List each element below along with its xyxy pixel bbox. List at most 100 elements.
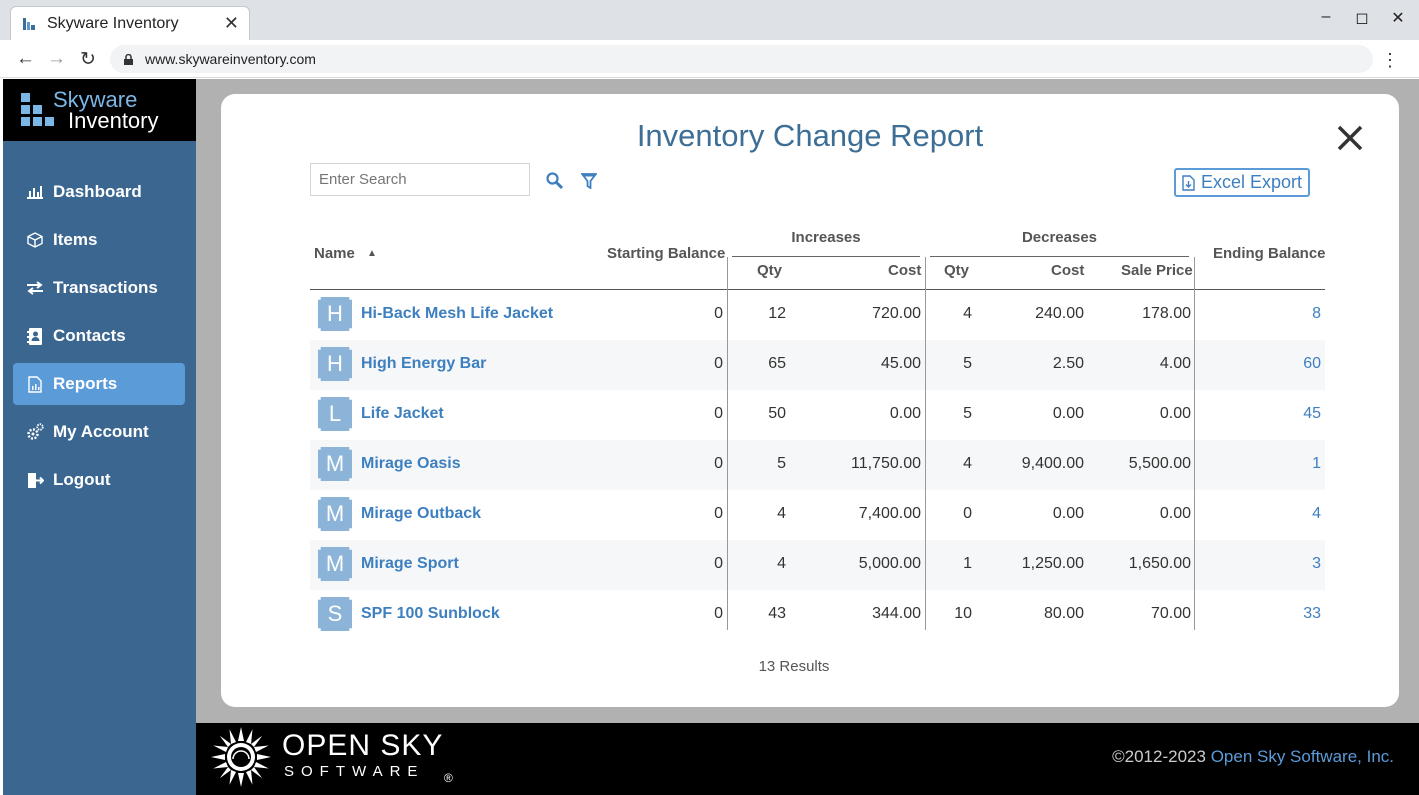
sidebar-item-logout[interactable]: Logout <box>13 459 185 501</box>
registered-mark: ® <box>444 771 453 785</box>
item-avatar: M <box>318 547 352 581</box>
ending-balance-link[interactable]: 1 <box>1312 455 1321 472</box>
excel-export-label: Excel Export <box>1200 172 1303 192</box>
decrease-cost-cell: 240.00 <box>1035 305 1084 322</box>
decrease-qty-cell: 1 <box>963 555 972 572</box>
sidebar-item-transactions[interactable]: Transactions <box>13 267 185 309</box>
kebab-menu-icon[interactable]: ⋮ <box>1381 50 1399 70</box>
sidebar-item-label: Reports <box>53 374 118 393</box>
table-row[interactable]: S SPF 100 Sunblock 0 43 344.00 10 80.00 … <box>310 590 1325 640</box>
decrease-qty-cell: 0 <box>963 505 972 522</box>
sale-price-cell: 1,650.00 <box>1128 555 1191 572</box>
column-header-decrease-cost[interactable]: Cost <box>1051 262 1085 279</box>
table-row[interactable]: M Mirage Sport 0 4 5,000.00 1 1,250.00 1… <box>310 540 1325 590</box>
footer-brand-line2: SOFTWARE <box>284 763 425 780</box>
ending-balance-link[interactable]: 60 <box>1303 355 1321 372</box>
report-icon <box>25 375 45 393</box>
table-row[interactable]: H Hi-Back Mesh Life Jacket 0 12 720.00 4… <box>310 290 1325 340</box>
ending-balance-link[interactable]: 8 <box>1312 305 1321 322</box>
minimize-icon[interactable]: – <box>1321 8 1331 25</box>
decrease-qty-cell: 5 <box>963 405 972 422</box>
footer: OPEN SKY SOFTWARE ® ©2012-2023 Open Sky … <box>196 723 1419 795</box>
sidebar-item-dashboard[interactable]: Dashboard <box>13 171 185 213</box>
table-row[interactable]: M Mirage Outback 0 4 7,400.00 0 0.00 0.0… <box>310 490 1325 540</box>
item-avatar: M <box>318 497 352 531</box>
url-bar[interactable]: www.skywareinventory.com <box>110 45 1373 73</box>
sidebar-item-my-account[interactable]: My Account <box>13 411 185 453</box>
reload-icon[interactable]: ↻ <box>80 49 96 70</box>
sidebar-item-label: Contacts <box>53 326 126 345</box>
decrease-qty-cell: 4 <box>963 305 972 322</box>
copyright: ©2012-2023 Open Sky Software, Inc. <box>1112 747 1394 767</box>
back-arrow-icon[interactable]: ← <box>16 48 35 69</box>
sort-ascending-icon[interactable]: ▲ <box>367 248 377 259</box>
sale-price-cell: 70.00 <box>1150 605 1191 622</box>
decrease-cost-cell: 0.00 <box>1052 405 1084 422</box>
item-name-link[interactable]: Mirage Outback <box>361 505 482 522</box>
item-name-link[interactable]: Mirage Oasis <box>361 455 461 472</box>
close-icon[interactable] <box>1336 124 1364 152</box>
table-row[interactable]: H High Energy Bar 0 65 45.00 5 2.50 4.00… <box>310 340 1325 390</box>
column-header-sale-price[interactable]: Sale Price <box>1121 262 1193 279</box>
company-link[interactable]: Open Sky Software, Inc. <box>1210 747 1394 766</box>
logout-icon <box>25 472 45 489</box>
table-row[interactable]: L Life Jacket 0 50 0.00 5 0.00 0.00 45 <box>310 390 1325 440</box>
increases-group-divider <box>732 256 920 257</box>
results-count: 13 Results <box>758 658 830 675</box>
item-name-link[interactable]: Hi-Back Mesh Life Jacket <box>361 305 554 322</box>
column-header-ending-balance[interactable]: Ending Balance <box>1213 245 1326 262</box>
item-name-link[interactable]: SPF 100 Sunblock <box>361 605 500 622</box>
column-header-decrease-qty[interactable]: Qty <box>944 262 970 279</box>
copyright-years: ©2012-2023 <box>1112 747 1206 766</box>
starting-balance-cell: 0 <box>714 405 723 422</box>
browser-tab-strip: Skyware Inventory ✕ – ◻ ✕ <box>0 0 1419 40</box>
item-name-link[interactable]: Life Jacket <box>361 405 444 422</box>
column-header-starting-balance[interactable]: Starting Balance <box>607 245 726 262</box>
sidebar-item-items[interactable]: Items <box>13 219 185 261</box>
item-avatar: H <box>318 347 352 381</box>
window-controls: – ◻ ✕ <box>1319 8 1405 28</box>
sidebar-item-label: Logout <box>53 470 111 489</box>
tab-close-icon[interactable]: ✕ <box>223 13 239 33</box>
bar-chart-icon <box>25 185 45 199</box>
search-icon[interactable] <box>546 172 563 189</box>
window-close-icon[interactable]: ✕ <box>1391 10 1405 27</box>
cube-icon <box>25 232 45 248</box>
sidebar-item-contacts[interactable]: Contacts <box>13 315 185 357</box>
ending-balance-link[interactable]: 33 <box>1303 605 1321 622</box>
lock-icon <box>124 53 133 65</box>
app-logo[interactable]: Skyware Inventory <box>3 79 196 141</box>
column-header-increase-cost[interactable]: Cost <box>888 262 922 279</box>
item-avatar: S <box>318 597 352 631</box>
ending-balance-link[interactable]: 45 <box>1303 405 1321 422</box>
starting-balance-cell: 0 <box>714 605 723 622</box>
item-name-link[interactable]: Mirage Sport <box>361 555 459 572</box>
item-name-link[interactable]: High Energy Bar <box>361 355 487 372</box>
starting-balance-cell: 0 <box>714 455 723 472</box>
sidebar-item-label: Transactions <box>53 278 158 297</box>
sidebar-item-label: My Account <box>53 422 149 441</box>
search-input[interactable] <box>310 163 530 196</box>
increase-qty-cell: 4 <box>777 505 786 522</box>
logo-text-skyware: Skyware <box>53 87 138 112</box>
item-avatar: L <box>318 397 352 431</box>
sale-price-cell: 0.00 <box>1159 505 1191 522</box>
filter-icon[interactable] <box>581 173 597 189</box>
table-row[interactable]: M Mirage Oasis 0 5 11,750.00 4 9,400.00 … <box>310 440 1325 490</box>
sidebar-item-reports[interactable]: Reports <box>13 363 185 405</box>
swap-arrows-icon <box>25 281 45 295</box>
maximize-icon[interactable]: ◻ <box>1355 10 1369 27</box>
ending-balance-link[interactable]: 4 <box>1312 505 1321 522</box>
decrease-cost-cell: 2.50 <box>1052 355 1084 372</box>
column-header-increase-qty[interactable]: Qty <box>757 262 783 279</box>
increase-qty-cell: 65 <box>768 355 786 372</box>
increase-cost-cell: 7,400.00 <box>858 505 921 522</box>
forward-arrow-icon[interactable]: → <box>47 48 66 69</box>
ending-balance-link[interactable]: 3 <box>1312 555 1321 572</box>
increase-cost-cell: 344.00 <box>872 605 921 622</box>
column-header-name[interactable]: Name ▲ <box>314 245 377 262</box>
footer-brand-line1: OPEN SKY <box>282 729 444 762</box>
sidebar: Skyware Inventory Dashboard Items Tran <box>3 79 196 795</box>
excel-export-button[interactable]: Excel Export <box>1174 168 1310 197</box>
browser-tab[interactable]: Skyware Inventory ✕ <box>10 6 250 40</box>
